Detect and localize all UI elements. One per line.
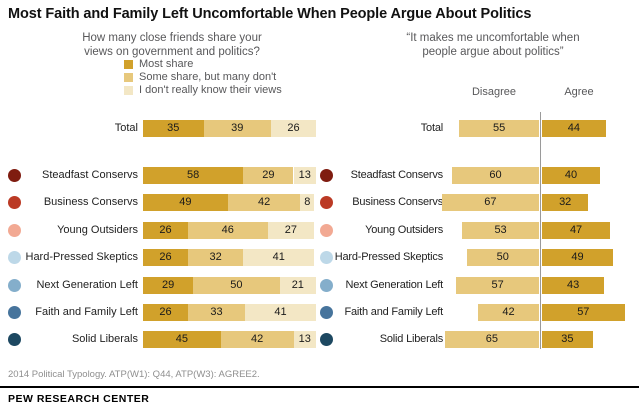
- row-label: Total: [114, 122, 138, 134]
- typology-dot: [320, 251, 333, 264]
- legend-swatch: [124, 72, 133, 82]
- typology-dot: [320, 169, 333, 182]
- column-header-agree: Agree: [564, 86, 594, 98]
- bar-segment: 58: [143, 167, 244, 184]
- bar-segment: 29: [243, 167, 294, 184]
- left-subtitle-line2: views on government and politics?: [84, 46, 260, 58]
- bar-segment: 46: [187, 222, 268, 239]
- legend-swatch: [124, 59, 133, 69]
- right-subtitle-line2: people argue about politics”: [422, 46, 564, 58]
- legend-label: I don't really know their views: [139, 84, 282, 96]
- bar-segment: 26: [143, 304, 188, 321]
- row-label: Steadfast Conservs: [350, 169, 444, 181]
- typology-dot: [8, 196, 21, 209]
- typology-dot: [320, 333, 333, 346]
- row-label: Young Outsiders: [365, 224, 443, 236]
- footer-rule: [0, 386, 639, 388]
- agree-bar: 32: [542, 194, 589, 211]
- agree-bar: 57: [542, 304, 625, 321]
- typology-dot: [8, 279, 21, 292]
- bar-segment: 21: [279, 277, 316, 294]
- zero-axis-divider-line: [540, 112, 541, 349]
- legend-item: I don't really know their views: [124, 84, 282, 96]
- bar-segment: 27: [267, 222, 315, 239]
- typology-dot: [8, 306, 21, 319]
- agree-bar: 49: [542, 249, 614, 266]
- row-label: Hard-Pressed Skeptics: [334, 251, 443, 263]
- disagree-bar: 50: [466, 249, 539, 266]
- disagree-bar: 57: [456, 277, 539, 294]
- typology-dot: [320, 196, 333, 209]
- column-header-disagree: Disagree: [471, 86, 517, 98]
- agree-bar: 43: [542, 277, 605, 294]
- legend-swatch: [124, 85, 133, 95]
- disagree-bar: 60: [452, 167, 539, 184]
- bar-segment: 42: [220, 331, 294, 348]
- disagree-bar: 65: [444, 331, 539, 348]
- right-chart-subtitle: “It makes me uncomfortable when people a…: [372, 31, 614, 59]
- bar-segment: 50: [193, 277, 280, 294]
- typology-dot: [8, 224, 21, 237]
- row-label: Solid Liberals: [71, 333, 138, 345]
- disagree-bar: 42: [478, 304, 539, 321]
- bar-segment: 13: [293, 331, 316, 348]
- row-label: Faith and Family Left: [35, 306, 138, 318]
- bar-segment: 49: [143, 194, 228, 211]
- bar-segment: 35: [143, 120, 204, 137]
- agree-bar: 47: [542, 222, 611, 239]
- typology-dot: [320, 306, 333, 319]
- row-label: Next Generation Left: [36, 279, 138, 291]
- bar-segment: 29: [143, 277, 194, 294]
- brand-label: PEW RESEARCH CENTER: [8, 393, 150, 405]
- legend-label: Some share, but many don't: [139, 71, 277, 83]
- disagree-bar: 53: [462, 222, 539, 239]
- row-label: Hard-Pressed Skeptics: [25, 251, 139, 263]
- agree-bar: 44: [542, 120, 606, 137]
- bar-segment: 26: [143, 222, 188, 239]
- bar-segment: 39: [203, 120, 272, 137]
- left-subtitle-line1: How many close friends share your: [82, 32, 262, 44]
- row-label: Business Conservs: [43, 196, 138, 208]
- typology-dot: [8, 333, 21, 346]
- left-chart-subtitle: How many close friends share your views …: [28, 31, 316, 59]
- legend-label: Most share: [139, 58, 194, 70]
- bar-segment: 42: [227, 194, 301, 211]
- row-label: Business Conservs: [352, 196, 443, 208]
- disagree-bar: 55: [459, 120, 539, 137]
- legend-item: Most share: [124, 58, 193, 70]
- agree-bar: 35: [542, 331, 593, 348]
- bar-segment: 33: [187, 304, 246, 321]
- row-label: Solid Liberals: [379, 333, 443, 345]
- row-label: Faith and Family Left: [344, 306, 443, 318]
- row-label: Steadfast Conservs: [42, 169, 138, 181]
- bar-segment: 45: [143, 331, 221, 348]
- bar-segment: 8: [300, 194, 315, 211]
- bar-segment: 13: [293, 167, 316, 184]
- bar-segment: 32: [187, 249, 244, 266]
- bar-segment: 41: [245, 304, 316, 321]
- bar-segment: 41: [243, 249, 315, 266]
- typology-dot: [8, 169, 21, 182]
- bar-segment: 26: [271, 120, 316, 137]
- row-label: Total: [420, 122, 443, 134]
- bar-segment: 26: [143, 249, 188, 266]
- typology-dot: [320, 279, 333, 292]
- typology-dot: [8, 251, 21, 264]
- row-label: Next Generation Left: [345, 279, 443, 291]
- agree-bar: 40: [542, 167, 600, 184]
- row-label: Young Outsiders: [57, 224, 138, 236]
- figure-title: Most Faith and Family Left Uncomfortable…: [8, 6, 532, 22]
- disagree-bar: 67: [441, 194, 539, 211]
- typology-dot: [320, 224, 333, 237]
- legend-item: Some share, but many don't: [124, 71, 276, 83]
- source-note: 2014 Political Typology. ATP(W1): Q44, A…: [8, 369, 260, 380]
- right-subtitle-line1: “It makes me uncomfortable when: [406, 32, 580, 44]
